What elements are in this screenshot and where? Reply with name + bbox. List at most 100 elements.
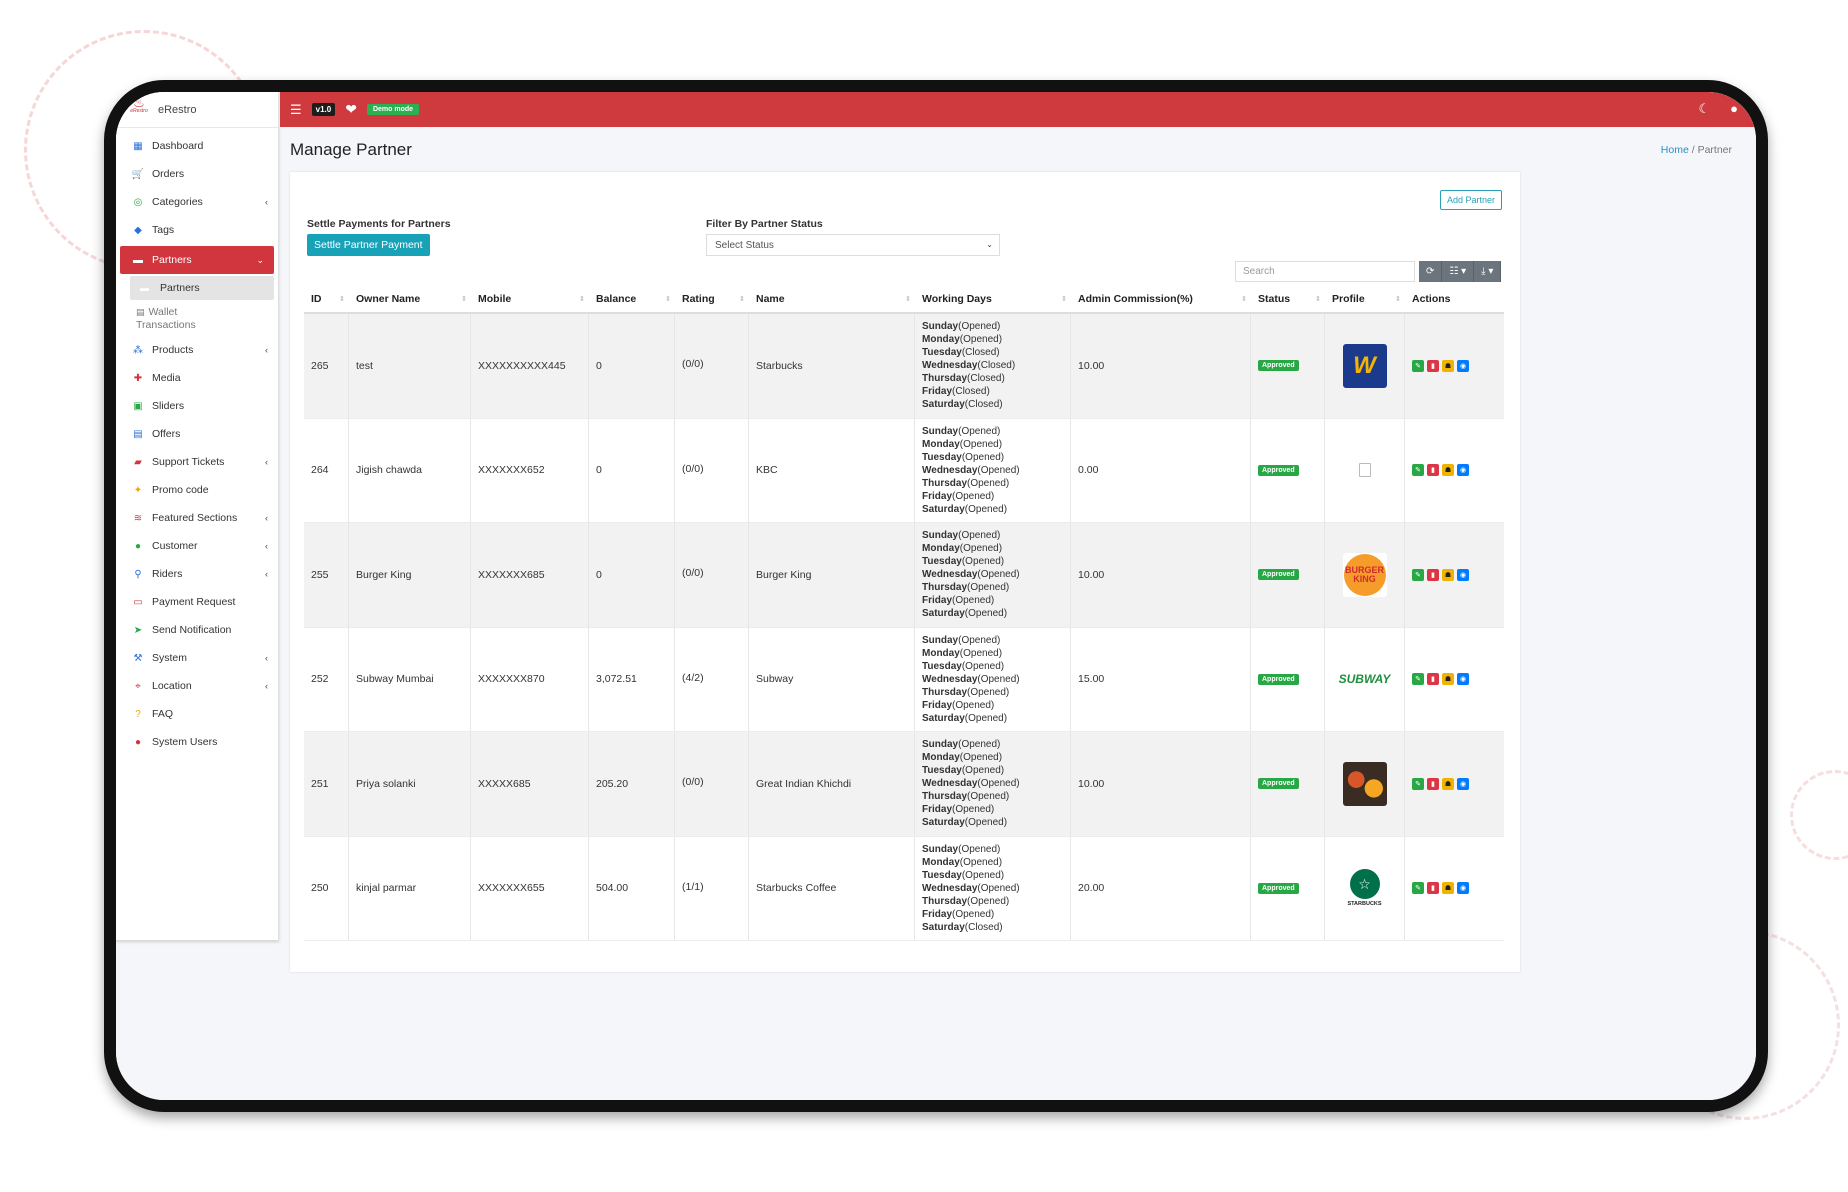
sidebar-subitem-wallet-transactions[interactable]: ▤ Wallet Transactions [116,300,278,336]
view-icon[interactable]: ◉ [1457,673,1469,686]
sidebar-item-label: Products [152,344,194,356]
cell-actions: ✎ ▮ ☗ ◉ [1405,419,1504,523]
column-header-status[interactable]: Status ⇕ [1251,286,1325,312]
sidebar-item-offers[interactable]: ▤ Offers [116,420,278,448]
cell-mobile: XXXXX685 [471,732,589,836]
sidebar-item-media[interactable]: ✚ Media [116,364,278,392]
sidebar-item-dashboard[interactable]: ▦ Dashboard [116,132,278,160]
column-header-working-days[interactable]: Working Days ⇕ [915,286,1071,312]
wallet-icon[interactable]: ☗ [1442,777,1454,790]
delete-icon[interactable]: ▮ [1427,464,1439,477]
view-icon[interactable]: ◉ [1457,464,1469,477]
sidebar-item-categories[interactable]: ◎ Categories ‹ [116,188,278,216]
column-header-rating[interactable]: Rating ⇕ [675,286,749,312]
sidebar-item-featured-sections[interactable]: ≋ Featured Sections ‹ [116,504,278,532]
mobile-value: XXXXX685 [478,777,531,790]
sidebar-item-payment-request[interactable]: ▭ Payment Request [116,588,278,616]
working-day: Friday(Opened) [922,804,995,816]
columns-button[interactable]: ☷ ▾ [1442,261,1475,282]
wallet-icon[interactable]: ☗ [1442,359,1454,372]
breadcrumb-home[interactable]: Home [1660,144,1689,156]
column-header-balance[interactable]: Balance ⇕ [589,286,675,312]
cell-commission: 0.00 [1071,418,1251,522]
wallet-icon[interactable]: ☗ [1442,568,1454,581]
edit-icon[interactable]: ✎ [1412,568,1424,581]
cell-name: Starbucks [749,314,915,418]
delete-icon[interactable]: ▮ [1427,568,1439,581]
edit-icon[interactable]: ✎ [1412,359,1424,372]
working-day: Friday(Opened) [922,490,995,502]
sidebar-item-customer[interactable]: ● Customer ‹ [116,532,278,560]
sidebar-item-label: Partners [152,254,192,266]
column-header-id[interactable]: ID ⇕ [304,286,349,312]
sidebar-item-tags[interactable]: ◆ Tags [116,216,278,244]
view-icon[interactable]: ◉ [1457,777,1469,790]
sidebar-item-faq[interactable]: ? FAQ [116,700,278,728]
sidebar-item-riders[interactable]: ⚲ Riders ‹ [116,560,278,588]
cell-status: Approved [1251,523,1325,627]
sidebar-item-system[interactable]: ⚒ System ‹ [116,644,278,672]
sidebar-item-orders[interactable]: 🛒 Orders [116,160,278,188]
cell-rating: (0/0) [675,732,749,836]
commission-value: 20.00 [1078,882,1105,895]
view-icon[interactable]: ◉ [1457,882,1469,895]
edit-icon[interactable]: ✎ [1412,464,1424,477]
cell-actions: ✎ ▮ ☗ ◉ [1405,523,1504,627]
delete-icon[interactable]: ▮ [1427,777,1439,790]
brand[interactable]: ♨ eRestro eRestro [116,92,278,128]
edit-icon[interactable]: ✎ [1412,882,1424,895]
sidebar-item-location[interactable]: ⌖ Location ‹ [116,672,278,700]
view-icon[interactable]: ◉ [1457,568,1469,581]
cell-balance: 205.20 [589,732,675,836]
sidebar-item-system-users[interactable]: ● System Users [116,728,278,756]
column-header-owner-name[interactable]: Owner Name ⇕ [349,286,471,312]
menu-toggle-icon[interactable]: ☰ [290,101,302,117]
column-header-admin-commission[interactable]: Admin Commission(%) ⇕ [1071,286,1251,312]
cart-icon: 🛒 [131,168,145,180]
sidebar-item-partners[interactable]: ▬ Partners ⌄ [120,246,274,274]
wallet-icon[interactable]: ☗ [1442,464,1454,477]
refresh-button[interactable]: ⟳ [1419,261,1443,282]
dark-mode-icon[interactable]: ☾ [1698,101,1711,116]
sidebar-item-products[interactable]: ⁂ Products ‹ [116,336,278,364]
edit-icon[interactable]: ✎ [1412,673,1424,686]
cell-status: Approved [1251,418,1325,522]
edit-icon[interactable]: ✎ [1412,777,1424,790]
column-header-actions[interactable]: Actions [1405,286,1504,312]
settle-partner-payment-button[interactable]: Settle Partner Payment [307,234,430,256]
sidebar-item-promo-code[interactable]: ✦ Promo code [116,476,278,504]
working-day: Tuesday(Opened) [922,869,1005,881]
sidebar-item-support-tickets[interactable]: ▰ Support Tickets ‹ [116,448,278,476]
delete-icon[interactable]: ▮ [1427,359,1439,372]
sidebar-subitem-partners[interactable]: ▬ Partners [130,276,274,300]
sidebar-item-label: Categories [152,196,203,208]
delete-icon[interactable]: ▮ [1427,882,1439,895]
table-body: 265 test XXXXXXXXXX445 0 (0/0) Starbucks Sunda… [304,314,1504,941]
column-header-name[interactable]: Name ⇕ [749,286,915,312]
sidebar-item-send-notification[interactable]: ➤ Send Notification [116,616,278,644]
search-input[interactable]: Search [1235,261,1415,282]
wallet-icon[interactable]: ☗ [1442,673,1454,686]
page-title: Manage Partner [290,140,412,159]
status-filter-select[interactable]: Select Status ⌄ [706,234,1000,256]
app-screen: ♨ eRestro eRestro ▦ Dashboard 🛒 Orders ◎ Categ… [116,92,1756,1100]
cell-actions: ✎ ▮ ☗ ◉ [1405,628,1504,732]
brand-logo-icon: ♨ eRestro [130,94,148,114]
sidebar-item-sliders[interactable]: ▣ Sliders [116,392,278,420]
wallet-icon[interactable]: ☗ [1442,882,1454,895]
working-day: Wednesday(Opened) [922,882,1020,894]
system-user-icon: ● [134,736,142,748]
user-icon[interactable]: ● [1730,101,1738,116]
column-header-profile[interactable]: Profile ⇕ [1325,286,1405,312]
sidebar: ♨ eRestro eRestro ▦ Dashboard 🛒 Orders ◎ Categ… [116,92,278,942]
add-partner-button[interactable]: Add Partner [1439,190,1502,210]
delete-icon[interactable]: ▮ [1427,673,1439,686]
export-button[interactable]: ⤓ ▾ [1474,261,1502,282]
cell-status: Approved [1251,314,1325,418]
balance-value: 504.00 [596,882,629,895]
dashboard-icon: ▦ [133,140,143,152]
column-header-label: Admin Commission(%) [1078,293,1193,305]
view-icon[interactable]: ◉ [1457,359,1469,372]
column-header-mobile[interactable]: Mobile ⇕ [471,286,589,312]
working-day: Sunday(Opened) [922,843,1001,855]
